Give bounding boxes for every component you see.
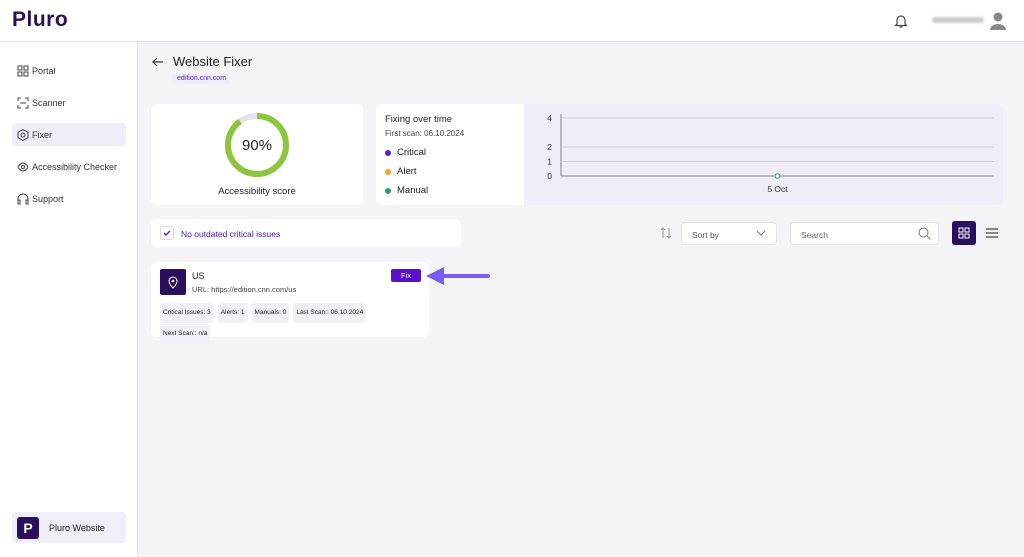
nav-icon-path — [17, 65, 29, 77]
score-card — [151, 104, 363, 205]
filter-label: No outdated critical issues — [181, 229, 281, 239]
data-point — [774, 173, 781, 179]
header — [0, 0, 1024, 42]
logo[interactable]: Pluro — [12, 8, 69, 31]
nav-item[interactable]: Scanner — [12, 91, 126, 114]
user-name — [932, 17, 984, 23]
back-arrow[interactable] — [152, 57, 164, 67]
sidebar — [0, 42, 138, 557]
sort-select[interactable]: Sort by — [681, 222, 777, 245]
nav-item[interactable]: Support — [12, 187, 126, 210]
legend-label: Manual — [397, 185, 429, 196]
workspace-name: Pluro Website — [49, 523, 105, 533]
nav-icon-path — [17, 162, 29, 172]
grid-view-button[interactable] — [952, 221, 976, 245]
score-caption: Accessibility score — [218, 186, 296, 197]
chart-subtitle: First scan: 06.10.2024 — [385, 129, 465, 138]
nav-item[interactable]: Accessibility Checker — [12, 155, 126, 178]
page-title: Website Fixer — [173, 54, 253, 69]
score-value: 90% — [241, 137, 273, 154]
nav-icon-path — [17, 97, 29, 109]
nav-icon — [17, 193, 29, 205]
chart-card — [376, 104, 1003, 205]
site-tags: Critical Issues: 3 Alerts: 1 Manuals: 0 Las… — [160, 302, 422, 344]
nav-item[interactable]: Fixer — [12, 123, 126, 146]
tag: Manuals: 0 — [251, 303, 290, 323]
tag: Alerts: 1 — [217, 303, 248, 323]
y-tick-label: 4 — [547, 113, 552, 123]
legend-label: Alert — [397, 166, 417, 177]
legend-item: Critical — [385, 147, 426, 158]
site-icon — [160, 269, 186, 295]
legend-dot — [385, 168, 391, 175]
search-input[interactable]: Search — [790, 222, 939, 245]
fix-button[interactable]: Fix — [391, 269, 421, 282]
nav-icon — [17, 162, 29, 172]
site-url: URL: https://edition.cnn.com/us — [192, 285, 297, 294]
filter-box — [151, 219, 461, 247]
chevron — [756, 230, 766, 236]
score-ring — [225, 113, 289, 177]
domain-badge: edition.cnn.com — [172, 73, 232, 84]
avatar-icon[interactable] — [989, 11, 1007, 31]
nav-icon — [17, 97, 29, 109]
search-icon — [918, 227, 931, 240]
legend-label: Critical — [397, 147, 427, 158]
legend-item: Manual — [385, 185, 428, 196]
list-view-button[interactable] — [986, 228, 998, 238]
nav-icon-path — [17, 129, 29, 141]
workspace-icon: P — [17, 517, 39, 539]
y-tick-label: 2 — [547, 142, 552, 152]
tag: Last Scan:: 06.10.2024 — [293, 303, 367, 323]
tag: Next Scan:: n/a — [160, 324, 211, 344]
chart-plot: 0 1 2 4 5 Oct — [547, 113, 994, 194]
y-tick-label: 0 — [547, 171, 552, 181]
chart-title: Fixing over time — [385, 114, 453, 125]
bell-icon[interactable] — [894, 13, 908, 29]
legend-dot — [385, 187, 391, 194]
legend-item: Alert — [385, 166, 417, 177]
nav-icon — [17, 129, 29, 141]
tag: Critical Issues: 3 — [160, 303, 214, 323]
y-tick-label: 1 — [547, 157, 552, 167]
score-arc — [225, 113, 289, 177]
nav-icon-path — [17, 193, 29, 205]
checkbox[interactable] — [160, 226, 174, 240]
legend-dot — [385, 149, 391, 156]
sort-icon[interactable] — [660, 227, 672, 239]
nav-icon — [17, 65, 29, 77]
annotation-arrow — [426, 267, 490, 285]
nav-item[interactable]: Portal — [12, 59, 126, 82]
x-tick-label: 5 Oct — [767, 184, 788, 194]
site-name: US — [192, 271, 205, 281]
